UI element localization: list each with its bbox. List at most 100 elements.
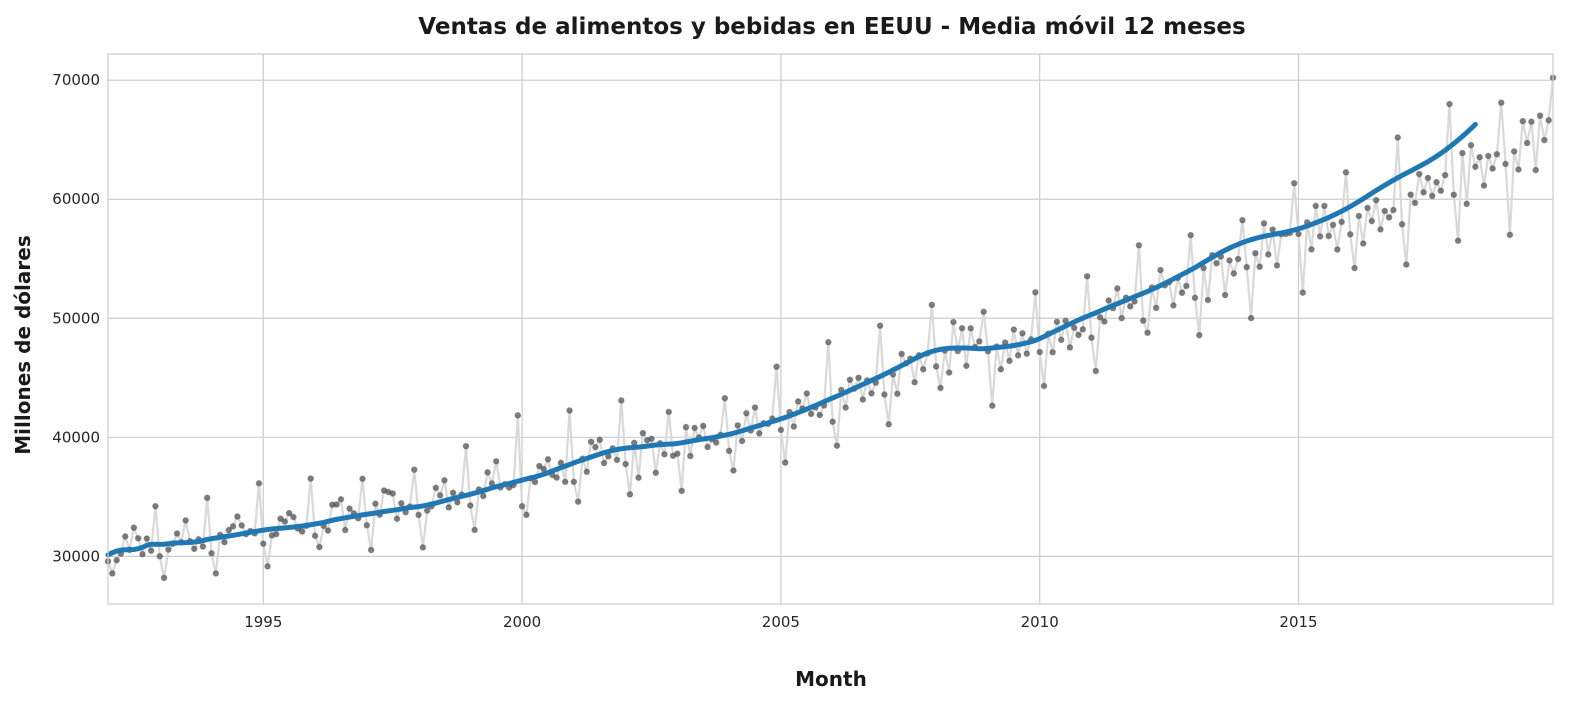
data-point xyxy=(583,468,591,476)
data-point xyxy=(415,511,422,519)
data-point xyxy=(432,484,440,492)
data-point xyxy=(1346,231,1354,238)
data-point xyxy=(285,509,293,517)
x-tick-label: 2005 xyxy=(762,613,800,631)
data-point xyxy=(1485,152,1492,160)
data-point xyxy=(1114,285,1121,292)
y-axis-label: Millones de dólares xyxy=(11,235,35,454)
data-point xyxy=(225,526,233,534)
data-point xyxy=(1411,199,1419,207)
data-point xyxy=(756,430,763,437)
data-point xyxy=(725,447,733,455)
data-point xyxy=(199,543,207,550)
data-point xyxy=(1187,231,1194,239)
data-point xyxy=(1079,326,1087,333)
data-point xyxy=(1290,179,1298,187)
data-point xyxy=(324,527,332,534)
data-point xyxy=(734,422,742,429)
data-point xyxy=(919,365,927,373)
data-point xyxy=(816,411,824,419)
data-point xyxy=(674,450,681,457)
data-point xyxy=(1144,329,1151,337)
chart-title: Ventas de alimentos y bebidas en EEUU - … xyxy=(418,14,1245,40)
data-point xyxy=(661,450,668,458)
data-point xyxy=(1183,282,1190,290)
data-point xyxy=(958,324,966,332)
data-point xyxy=(229,523,237,530)
data-point xyxy=(298,528,306,535)
data-point xyxy=(730,467,737,474)
data-point xyxy=(553,474,560,481)
data-point xyxy=(1493,150,1501,158)
data-point xyxy=(1515,166,1522,173)
data-point xyxy=(682,423,690,431)
data-point xyxy=(1260,220,1268,227)
data-point xyxy=(639,429,647,437)
data-point xyxy=(1407,191,1414,198)
data-point xyxy=(1519,117,1527,125)
data-point xyxy=(359,475,366,483)
data-point xyxy=(1428,192,1436,200)
data-point xyxy=(881,391,888,398)
data-point xyxy=(109,570,116,577)
data-point xyxy=(1338,218,1345,226)
data-point xyxy=(1049,348,1056,356)
data-point xyxy=(846,376,854,384)
data-point xyxy=(1040,382,1048,390)
y-axis-ticks: 30000 40000 50000 60000 70000 xyxy=(52,71,100,565)
data-point xyxy=(264,563,271,570)
data-point xyxy=(1506,231,1514,239)
data-point xyxy=(712,439,720,446)
data-point xyxy=(398,499,405,507)
data-point xyxy=(518,502,526,510)
data-point xyxy=(449,489,457,497)
data-point xyxy=(1446,100,1453,108)
grid xyxy=(108,54,1553,604)
x-tick-label: 2000 xyxy=(503,613,541,631)
data-point xyxy=(1105,297,1113,304)
data-point xyxy=(134,534,142,542)
data-point xyxy=(868,390,875,397)
data-point xyxy=(1269,226,1276,233)
data-point xyxy=(1355,212,1363,220)
data-point xyxy=(1204,296,1212,304)
data-point xyxy=(1273,262,1281,269)
data-point xyxy=(156,552,164,560)
data-point xyxy=(855,374,862,382)
data-point xyxy=(147,547,155,554)
data-point xyxy=(1014,352,1022,359)
y-tick-label: 30000 xyxy=(52,547,100,565)
data-point xyxy=(967,324,974,332)
data-point xyxy=(618,397,625,404)
data-point xyxy=(1075,331,1082,339)
data-point xyxy=(950,318,957,326)
x-axis-label: Month xyxy=(795,667,867,691)
data-point xyxy=(1545,117,1552,124)
data-point xyxy=(1467,141,1475,149)
data-point xyxy=(1070,324,1078,332)
data-point xyxy=(1256,263,1263,271)
data-point xyxy=(419,544,427,551)
data-point xyxy=(665,408,673,416)
data-point xyxy=(699,422,707,430)
data-point xyxy=(587,438,595,446)
data-point xyxy=(1252,249,1259,257)
data-point xyxy=(1424,174,1432,182)
data-point xyxy=(372,500,379,507)
data-point xyxy=(738,437,746,445)
data-point xyxy=(281,518,289,525)
data-point xyxy=(1247,314,1255,322)
data-point xyxy=(1101,318,1108,325)
data-point xyxy=(190,545,198,553)
data-point xyxy=(492,457,500,465)
data-point xyxy=(393,515,401,523)
data-point xyxy=(290,513,297,521)
data-point xyxy=(1351,264,1358,272)
moving-average-line xyxy=(105,121,1478,558)
data-point xyxy=(721,394,729,402)
data-point xyxy=(182,517,189,524)
data-point xyxy=(1398,220,1406,228)
data-point xyxy=(1196,331,1203,339)
data-point xyxy=(467,502,474,509)
data-point xyxy=(346,505,353,512)
